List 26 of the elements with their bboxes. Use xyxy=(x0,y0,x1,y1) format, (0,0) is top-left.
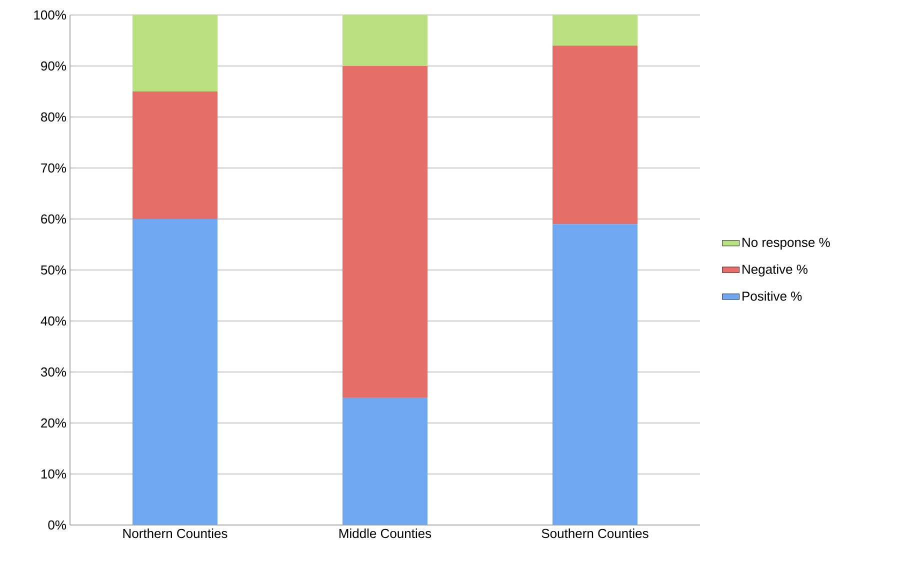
bar xyxy=(342,14,428,66)
y-tick-label: 0% xyxy=(48,520,66,530)
x-tick-label: Middle Counties xyxy=(339,528,432,538)
y-tick-label: 100% xyxy=(34,10,66,20)
bar xyxy=(132,218,218,525)
y-tick-label: 80% xyxy=(41,112,66,122)
y-tick-label: 90% xyxy=(41,61,66,71)
bar xyxy=(132,14,218,92)
legend-label: No response % xyxy=(742,238,830,250)
legend-label: Negative % xyxy=(742,264,808,276)
bar xyxy=(342,398,428,525)
y-tick-label: 30% xyxy=(40,367,66,377)
bar xyxy=(132,91,218,219)
y-tick-label: 60% xyxy=(41,214,66,224)
y-tick-label: 70% xyxy=(41,163,66,173)
legend-label: Positive % xyxy=(742,291,802,301)
x-tick-label: Southern Counties xyxy=(542,528,648,538)
x-tick-label: Northern Counties xyxy=(123,528,228,538)
bar xyxy=(552,46,638,224)
y-tick-label: 20% xyxy=(41,418,66,428)
y-tick-label: 40% xyxy=(40,316,66,326)
bar xyxy=(552,14,638,46)
bar xyxy=(552,224,638,525)
bar xyxy=(342,66,428,398)
y-tick-label: 10% xyxy=(41,469,66,479)
y-tick-label: 50% xyxy=(40,265,66,275)
